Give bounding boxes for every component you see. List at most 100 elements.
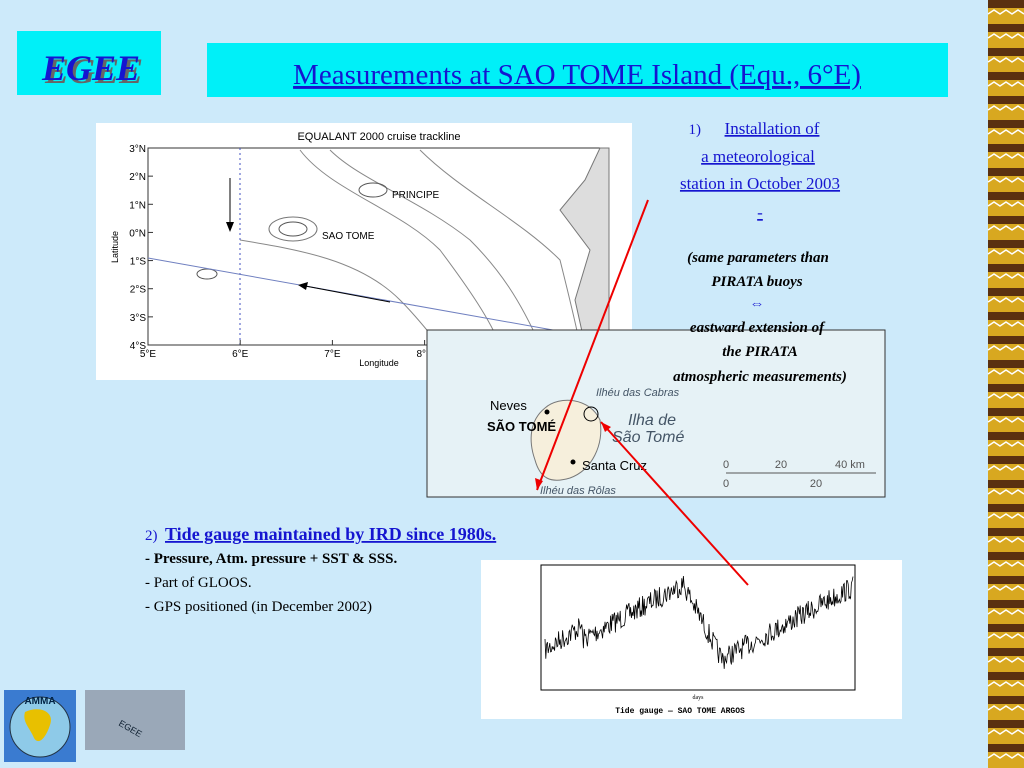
strip-zigzag bbox=[987, 513, 1024, 519]
strip-band bbox=[988, 480, 1024, 488]
strip-zigzag bbox=[987, 57, 1024, 63]
strip-zigzag bbox=[987, 561, 1024, 567]
scale-label: 20 bbox=[810, 478, 822, 490]
strip-zigzag bbox=[987, 225, 1024, 231]
strip-band bbox=[988, 648, 1024, 656]
logo-shadow: EGEE bbox=[44, 51, 143, 91]
strip-band bbox=[988, 384, 1024, 392]
contours bbox=[239, 149, 581, 346]
bullet: - GPS positioned (in December 2002) bbox=[145, 599, 372, 615]
strip-band bbox=[988, 432, 1024, 440]
strip-band bbox=[988, 312, 1024, 320]
plot-caption: Tide gauge — SAO TOME ARGOS bbox=[615, 707, 745, 716]
strip-zigzag bbox=[987, 729, 1024, 735]
strip-band bbox=[988, 696, 1024, 704]
town bbox=[544, 409, 550, 415]
strip-zigzag bbox=[987, 489, 1024, 495]
strip-zigzag bbox=[987, 393, 1024, 399]
logo-box bbox=[17, 31, 161, 95]
strip-zigzag bbox=[987, 33, 1024, 39]
item-heading: station in October 2003 bbox=[680, 174, 840, 193]
note-line: atmospheric measurements) bbox=[673, 369, 847, 385]
strip-band bbox=[988, 72, 1024, 80]
place-label: SÃO TOMÉ bbox=[487, 419, 556, 434]
strip-band bbox=[988, 96, 1024, 104]
lon-label: 8°E bbox=[416, 349, 433, 360]
strip-band bbox=[988, 576, 1024, 584]
strip-band bbox=[988, 672, 1024, 680]
africa bbox=[24, 709, 51, 742]
x-axis-label: days bbox=[693, 695, 705, 701]
item-number: 1) bbox=[689, 122, 702, 138]
strip-band bbox=[988, 120, 1024, 128]
lat-label: 4°S bbox=[130, 341, 147, 352]
strip-band bbox=[988, 600, 1024, 608]
strip-zigzag bbox=[987, 105, 1024, 111]
arrow-head bbox=[226, 222, 234, 232]
logo-text: EGEE bbox=[41, 48, 140, 88]
logo-label: AMMA bbox=[24, 696, 55, 707]
plot-frame bbox=[540, 564, 856, 691]
strip-zigzag bbox=[987, 249, 1024, 255]
strip-band bbox=[988, 168, 1024, 176]
note-line: eastward extension of bbox=[690, 320, 826, 336]
lat-label: 2°N bbox=[129, 172, 146, 183]
y-axis-label: Latitude bbox=[110, 231, 120, 263]
strip-band bbox=[988, 0, 1024, 8]
strip-band bbox=[988, 720, 1024, 728]
map-title: EQUALANT 2000 cruise trackline bbox=[297, 131, 460, 143]
strip-zigzag bbox=[987, 417, 1024, 423]
bullet: - Part of GLOOS. bbox=[145, 575, 252, 591]
strip-zigzag bbox=[987, 9, 1024, 15]
lat-label: 1°S bbox=[130, 257, 147, 268]
lon-label: 6°E bbox=[232, 349, 249, 360]
station-marker bbox=[583, 406, 599, 422]
arrow-head bbox=[535, 478, 543, 490]
lat-label: 3°N bbox=[129, 144, 146, 155]
strip-band bbox=[988, 624, 1024, 632]
cruise-track bbox=[147, 257, 610, 341]
strip-zigzag bbox=[987, 81, 1024, 87]
saotome-contour bbox=[268, 216, 318, 242]
place-label: São Tomé bbox=[612, 429, 684, 446]
strip-zigzag bbox=[987, 753, 1024, 759]
scale-label: 0 bbox=[723, 478, 729, 490]
connector bbox=[536, 199, 649, 491]
strip-band bbox=[988, 336, 1024, 344]
scale-label: 20 bbox=[775, 459, 787, 471]
strip-zigzag bbox=[987, 609, 1024, 615]
scale-label: 40 km bbox=[835, 459, 865, 471]
strip-band bbox=[988, 744, 1024, 752]
place-label: Ilhéu das Cabras bbox=[596, 387, 680, 399]
tide-curve bbox=[544, 575, 854, 669]
saotome-contour bbox=[278, 221, 308, 237]
strip-band bbox=[988, 264, 1024, 272]
arrow-head bbox=[601, 422, 611, 432]
lat-label: 2°S bbox=[130, 285, 147, 296]
item-heading: Tide gauge maintained by IRD since 1980s… bbox=[165, 524, 496, 544]
title: Measurements at SAO TOME Island (Equ., 6… bbox=[293, 59, 861, 91]
strip-band bbox=[988, 216, 1024, 224]
strip-zigzag bbox=[987, 369, 1024, 375]
coast bbox=[559, 147, 610, 346]
note-line: (same parameters than bbox=[687, 250, 829, 266]
strip-band bbox=[988, 288, 1024, 296]
lon-label: 7°E bbox=[324, 349, 341, 360]
strip-zigzag bbox=[987, 537, 1024, 543]
x-axis-label: Longitude bbox=[359, 358, 399, 368]
strip-zigzag bbox=[987, 657, 1024, 663]
strip-zigzag bbox=[987, 129, 1024, 135]
tide-plot bbox=[481, 560, 902, 719]
strip-band bbox=[988, 456, 1024, 464]
decor-strip bbox=[987, 0, 1024, 768]
note-line: the PIRATA bbox=[722, 344, 797, 360]
strip-band bbox=[988, 552, 1024, 560]
note-line: ⇔ bbox=[750, 296, 765, 312]
strip-band bbox=[988, 408, 1024, 416]
lat-label: 3°S bbox=[130, 313, 147, 324]
strip-zigzag bbox=[987, 633, 1024, 639]
strip-zigzag bbox=[987, 273, 1024, 279]
strip-band bbox=[988, 504, 1024, 512]
item1: 1) Installation of a meteorological stat… bbox=[680, 119, 840, 222]
